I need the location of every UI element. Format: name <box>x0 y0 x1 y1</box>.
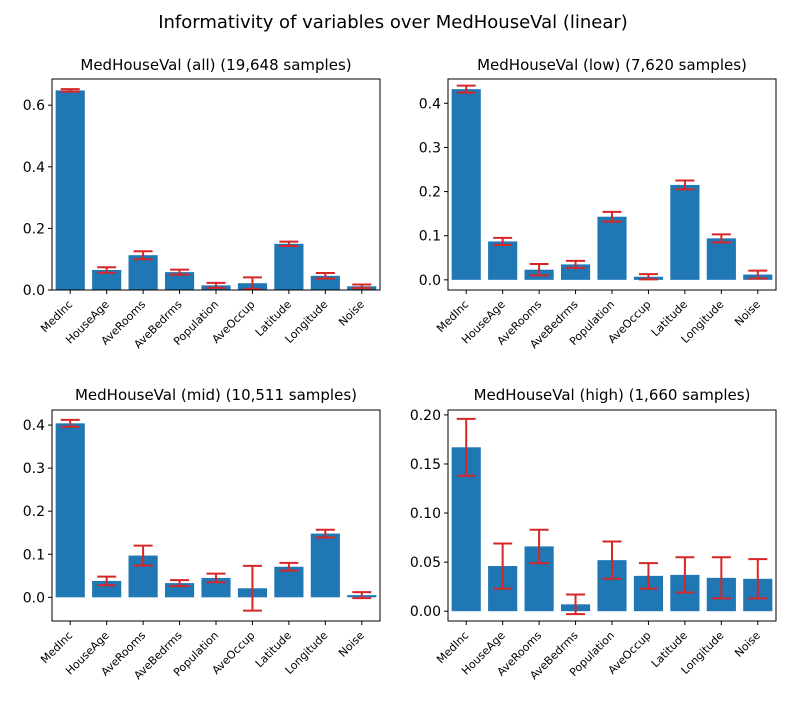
y-tick-label: 0.05 <box>410 555 441 571</box>
panel-low: MedHouseVal (low) (7,620 samples) 0.0 0.1… <box>419 56 777 351</box>
errorbar-longitude <box>711 556 731 600</box>
x-tick-label: Noise <box>336 629 367 660</box>
y-tick-label: 0.1 <box>419 229 441 245</box>
errorbar-latitude <box>675 556 695 594</box>
errorbar-avebedrms <box>170 579 190 588</box>
panel-title: MedHouseVal (low) (7,620 samples) <box>477 56 747 74</box>
y-tick-label: 0.2 <box>419 185 441 201</box>
y-tick-label: 0.2 <box>23 504 45 520</box>
errorbar-averooms <box>133 544 153 567</box>
y-tick-label: 0.3 <box>23 461 45 477</box>
errorbar-medinc <box>456 84 476 94</box>
y-tick-label: 0.0 <box>23 590 45 606</box>
errorbar-aveoccup <box>638 273 658 281</box>
errorbar-noise <box>352 591 372 600</box>
bar-houseage <box>92 269 122 290</box>
x-tick-label: Noise <box>732 629 763 660</box>
bar-houseage <box>488 241 518 280</box>
x-tick-label: Noise <box>732 298 763 329</box>
axes-frame <box>51 78 381 291</box>
bar-medinc <box>55 90 85 291</box>
y-tick-label: 0.3 <box>419 140 441 156</box>
errorbar-avebedrms <box>566 593 586 616</box>
bar-medinc <box>55 423 85 598</box>
errorbar-longitude <box>315 272 335 280</box>
figure-suptitle: Informativity of variables over MedHouse… <box>158 12 628 33</box>
y-tick-label: 0.6 <box>23 98 45 114</box>
errorbar-population <box>602 540 622 580</box>
panel-title: MedHouseVal (mid) (10,511 samples) <box>75 386 357 404</box>
errorbar-houseage <box>97 266 117 274</box>
panel-high: MedHouseVal (high) (1,660 samples) 0.00 0… <box>410 386 777 682</box>
errorbar-noise <box>748 269 768 280</box>
errorbar-population <box>206 572 226 584</box>
errorbar-medinc <box>60 88 80 93</box>
bar-longitude <box>706 238 736 280</box>
errorbar-averooms <box>529 262 549 277</box>
bar-averooms <box>128 255 158 290</box>
errorbar-latitude <box>279 240 299 247</box>
errorbar-noise <box>352 283 372 290</box>
y-tick-label: 0.4 <box>23 160 45 176</box>
bar-avebedrms <box>164 272 195 290</box>
y-tick-label: 0.2 <box>23 221 45 237</box>
errorbar-avebedrms <box>170 268 190 276</box>
errorbar-medinc <box>456 417 476 477</box>
panel-mid: MedHouseVal (mid) (10,511 samples) 0.0 0.… <box>23 386 381 682</box>
y-tick-label: 0.15 <box>410 457 441 473</box>
y-tick-label: 0.0 <box>419 273 441 289</box>
bar-medinc <box>451 89 481 280</box>
bar-longitude <box>310 533 340 598</box>
errorbar-aveoccup <box>242 564 262 612</box>
errorbar-longitude <box>315 528 335 539</box>
y-tick-label: 0.1 <box>23 547 45 563</box>
errorbar-medinc <box>60 418 80 428</box>
errorbar-houseage <box>493 542 513 590</box>
errorbar-houseage <box>493 236 513 246</box>
errorbar-averooms <box>529 528 549 565</box>
bar-latitude <box>274 566 304 598</box>
errorbar-averooms <box>133 250 153 261</box>
panel-title: MedHouseVal (high) (1,660 samples) <box>474 386 751 404</box>
y-tick-label: 0.0 <box>23 283 45 299</box>
x-tick-label: Noise <box>336 298 367 329</box>
panel-title: MedHouseVal (all) (19,648 samples) <box>80 56 351 74</box>
bar-population <box>597 216 627 280</box>
errorbar-noise <box>748 558 768 600</box>
y-tick-label: 0.4 <box>419 96 441 112</box>
panel-all: MedHouseVal (all) (19,648 samples) 0.0 0.… <box>23 56 381 351</box>
errorbar-latitude <box>675 179 695 191</box>
bar-latitude <box>274 243 304 290</box>
y-tick-label: 0.4 <box>23 418 45 434</box>
errorbar-longitude <box>711 233 731 244</box>
y-tick-label: 0.10 <box>410 506 441 522</box>
errorbar-avebedrms <box>566 259 586 269</box>
errorbar-aveoccup <box>638 562 658 590</box>
y-tick-label: 0.20 <box>410 408 441 424</box>
errorbar-population <box>206 281 226 289</box>
bar-latitude <box>670 184 700 280</box>
y-tick-label: 0.00 <box>410 604 441 620</box>
errorbar-aveoccup <box>242 276 262 291</box>
errorbar-houseage <box>97 575 117 587</box>
errorbar-latitude <box>279 561 299 572</box>
errorbar-population <box>602 210 622 223</box>
